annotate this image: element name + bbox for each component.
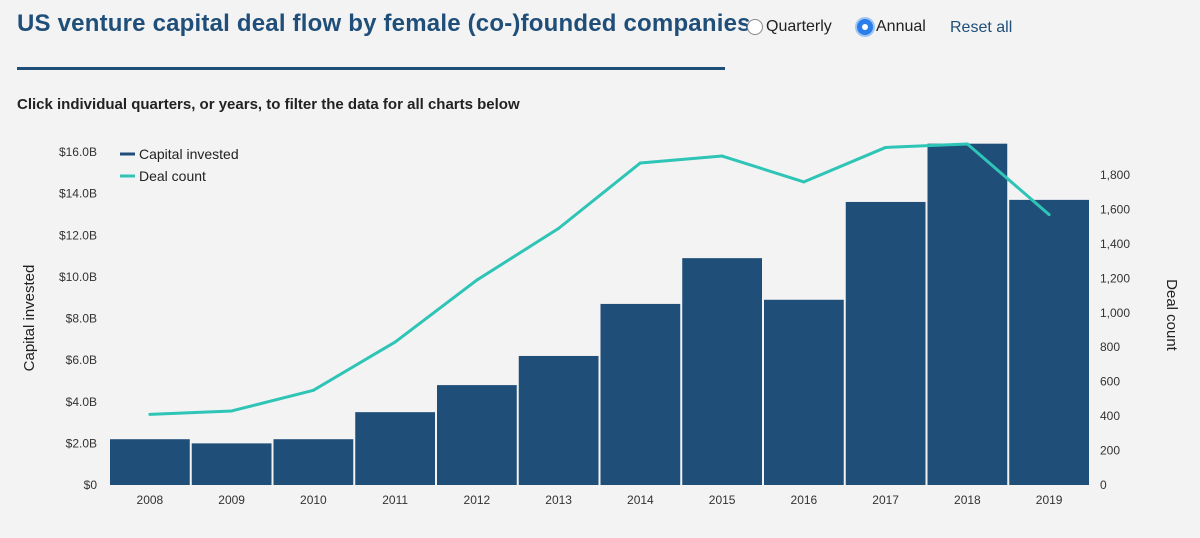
left-tick-label: $10.0B — [59, 270, 97, 284]
right-tick-label: 0 — [1100, 478, 1107, 492]
right-tick-label: 1,800 — [1100, 168, 1130, 182]
x-tick-label[interactable]: 2009 — [218, 493, 245, 507]
annual-radio[interactable]: Annual — [857, 18, 926, 36]
radio-unchecked-icon[interactable] — [747, 19, 763, 35]
deal-count-point-2014 — [638, 161, 642, 165]
legend-deal-count-label: Deal count — [139, 168, 206, 184]
left-tick-label: $6.0B — [66, 353, 97, 367]
y-axis-title-right: Deal count — [1163, 279, 1180, 352]
right-tick-label: 1,400 — [1100, 237, 1130, 251]
chart-instructions: Click individual quarters, or years, to … — [17, 96, 520, 113]
left-tick-label: $0 — [84, 478, 98, 492]
quarterly-label: Quarterly — [766, 18, 832, 35]
left-tick-label: $2.0B — [66, 436, 97, 450]
bar-2013[interactable] — [518, 355, 599, 485]
x-tick-label[interactable]: 2012 — [464, 493, 491, 507]
left-tick-label: $8.0B — [66, 312, 97, 326]
right-tick-label: 1,600 — [1100, 202, 1130, 216]
bar-2009[interactable] — [191, 443, 272, 485]
bar-2011[interactable] — [355, 412, 435, 485]
reset-all-link[interactable]: Reset all — [950, 19, 1013, 36]
deal-count-point-2008 — [148, 412, 152, 416]
right-tick-label: 1,000 — [1100, 306, 1130, 320]
x-tick-label[interactable]: 2010 — [300, 493, 327, 507]
deal-count-point-2013 — [557, 226, 561, 230]
deal-count-line — [149, 142, 1051, 416]
annual-label: Annual — [876, 18, 926, 35]
x-tick-label[interactable]: 2011 — [382, 493, 408, 507]
left-tick-label: $4.0B — [66, 395, 97, 409]
deal-count-point-2011 — [393, 340, 397, 344]
right-tick-label: 1,200 — [1100, 271, 1130, 285]
deal-count-point-2015 — [720, 154, 724, 158]
quarterly-radio[interactable]: Quarterly — [747, 18, 832, 36]
bar-2014[interactable] — [600, 303, 681, 485]
title-underline — [17, 67, 725, 70]
x-tick-label[interactable]: 2008 — [137, 493, 164, 507]
left-tick-label: $12.0B — [59, 228, 97, 242]
x-tick-label[interactable]: 2014 — [627, 493, 654, 507]
bar-2016[interactable] — [764, 299, 844, 485]
right-tick-label: 200 — [1100, 444, 1120, 458]
x-tick-label[interactable]: 2016 — [791, 493, 818, 507]
deal-count-point-2010 — [311, 388, 315, 392]
bar-2017[interactable] — [845, 201, 926, 485]
bar-2018[interactable] — [927, 143, 1008, 486]
page-title: US venture capital deal flow by female (… — [17, 10, 751, 37]
radio-checked-icon[interactable] — [857, 19, 873, 35]
x-tick-label[interactable]: 2019 — [1036, 493, 1063, 507]
left-tick-label: $14.0B — [59, 187, 97, 201]
x-tick-label[interactable]: 2018 — [954, 493, 981, 507]
x-tick-label[interactable]: 2013 — [545, 493, 572, 507]
deal-count-point-2009 — [230, 409, 234, 413]
deal-count-point-2016 — [802, 180, 806, 184]
right-tick-label: 600 — [1100, 375, 1120, 389]
deal-count-point-2019 — [1047, 213, 1051, 217]
right-tick-label: 800 — [1100, 340, 1120, 354]
y-axis-title-left: Capital invested — [21, 265, 38, 372]
bar-2015[interactable] — [682, 258, 762, 485]
deal-count-point-2012 — [475, 278, 479, 282]
x-tick-label[interactable]: 2017 — [872, 493, 899, 507]
deal-count-point-2017 — [884, 145, 888, 149]
legend-capital-label: Capital invested — [139, 146, 239, 162]
left-tick-label: $16.0B — [59, 145, 97, 159]
deal-count-point-2018 — [965, 142, 969, 146]
bar-2012[interactable] — [437, 385, 517, 485]
x-tick-label[interactable]: 2015 — [709, 493, 736, 507]
bar-2008[interactable] — [110, 439, 190, 485]
bar-2010[interactable] — [273, 439, 354, 485]
bar-2019[interactable] — [1009, 199, 1089, 485]
right-tick-label: 400 — [1100, 409, 1120, 423]
